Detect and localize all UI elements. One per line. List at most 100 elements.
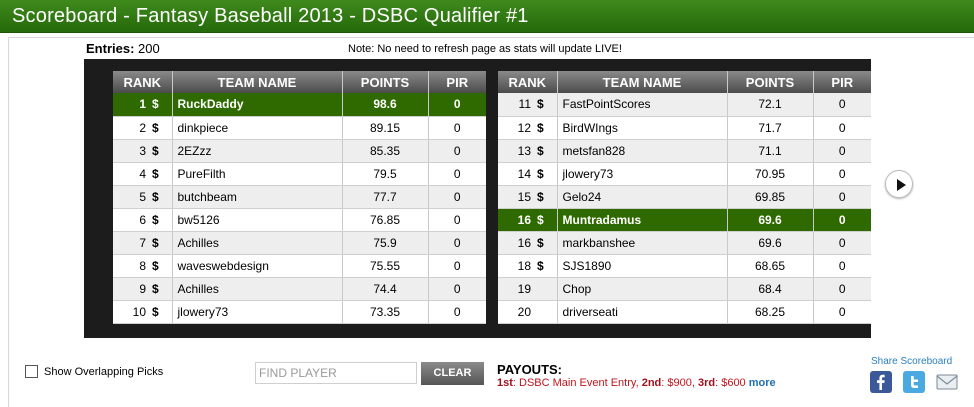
table-row[interactable]: 1 $ RuckDaddy 98.6 0 [113,93,486,117]
table-row[interactable]: 3 $2EZzz 85.35 0 [113,139,486,163]
pir-cell: 0 [813,231,871,255]
team-name-cell[interactable]: BirdWIngs [557,116,728,140]
table-row[interactable]: 20 driverseati 68.25 0 [498,300,871,324]
dollar-icon[interactable]: $ [535,116,558,140]
more-payouts-link[interactable]: more [748,377,776,389]
pir-cell: 0 [813,254,871,278]
team-name-header[interactable]: TEAM NAME [172,71,343,93]
dollar-icon[interactable] [535,300,558,324]
pir-cell: 0 [813,93,871,117]
dollar-icon[interactable]: $ [150,208,173,232]
pir-cell: 0 [428,162,486,186]
rank-cell: 16 [498,208,535,232]
dollar-icon[interactable]: $ [150,300,173,324]
pir-cell: 0 [813,162,871,186]
table-row[interactable]: 15 $ Gelo24 69.85 0 [498,185,871,209]
team-name-cell[interactable]: driverseati [557,300,728,324]
table-row[interactable]: 4 $ PureFilth 79.5 0 [113,162,486,186]
rank-cell: 4 [113,162,150,186]
rank-cell: 1 [113,93,150,117]
points-header[interactable]: POINTS [727,71,814,93]
dollar-icon[interactable]: $ [535,93,558,117]
rank-cell: 19 [498,277,535,301]
rank-header[interactable]: RANK [498,71,558,93]
facebook-icon[interactable] [870,371,892,393]
points-cell: 89.15 [342,116,429,140]
dollar-icon[interactable]: $ [150,254,173,278]
team-name-cell[interactable]: dinkpiece [172,116,343,140]
overlap-checkbox[interactable] [25,365,38,378]
entries-count: Entries: 200 [86,41,160,56]
table-row[interactable]: 7 $ Achilles 75.9 0 [113,231,486,255]
team-name-cell[interactable]: jlowery73 [557,162,728,186]
rank-cell: 2 [113,116,150,140]
table-row[interactable]: 6 $ bw5126 76.85 0 [113,208,486,232]
pir-header[interactable]: PIR [813,71,871,93]
table-row[interactable]: 11 $ FastPointScores 72.1 0 [498,93,871,117]
pir-header[interactable]: PIR [428,71,486,93]
table-row[interactable]: 5 $ butchbeam 77.7 0 [113,185,486,209]
dollar-icon[interactable]: $ [150,162,173,186]
next-page-button[interactable] [885,170,913,198]
email-icon[interactable] [936,371,958,393]
dollar-icon[interactable]: $ [150,116,173,140]
table-row[interactable]: 16 $ markbanshee 69.6 0 [498,231,871,255]
team-name-cell[interactable]: Achilles [172,231,343,255]
team-name-cell[interactable]: Achilles [172,277,343,301]
rank-cell: 5 [113,185,150,209]
dollar-icon[interactable]: $ [150,185,173,209]
table-row[interactable]: 16 $ Muntradamus 69.6 0 [498,208,871,232]
dollar-icon[interactable]: $ [535,231,558,255]
points-cell: 77.7 [342,185,429,209]
dollar-icon[interactable]: $ [535,208,558,232]
table-row[interactable]: 13 $ metsfan828 71.1 0 [498,139,871,163]
points-cell: 72.1 [727,93,814,117]
team-name-cell[interactable]: FastPointScores [557,93,728,117]
dollar-icon[interactable]: $ [535,162,558,186]
points-cell: 98.6 [342,93,429,117]
dollar-icon[interactable]: $ [535,139,558,163]
team-name-header[interactable]: TEAM NAME [557,71,728,93]
team-name-cell[interactable]: Muntradamus [557,208,728,232]
find-player-input[interactable]: FIND PLAYER [255,362,417,384]
points-cell: 85.35 [342,139,429,163]
dollar-icon[interactable]: $ [150,139,173,163]
standings-table-left: RANK TEAM NAME POINTS PIR 1 $ RuckDaddy 98.… [113,71,486,324]
show-overlapping-picks[interactable]: Show Overlapping Picks [25,365,163,378]
team-name-cell[interactable]: markbanshee [557,231,728,255]
table-row[interactable]: 2 $ dinkpiece 89.15 0 [113,116,486,140]
team-name-cell[interactable]: waveswebdesign [172,254,343,278]
dollar-icon[interactable]: $ [535,254,558,278]
table-row[interactable]: 9 $ Achilles 74.4 0 [113,277,486,301]
entries-label: Entries: [86,41,135,56]
team-name-cell[interactable]: RuckDaddy [172,93,343,117]
pir-cell: 0 [813,277,871,301]
twitter-icon[interactable] [903,371,925,393]
team-name-cell[interactable]: jlowery73 [172,300,343,324]
team-name-cell[interactable]: Chop [557,277,728,301]
dollar-icon[interactable]: $ [150,93,173,117]
team-name-cell[interactable]: PureFilth [172,162,343,186]
dollar-icon[interactable] [535,277,558,301]
team-name-cell[interactable]: metsfan828 [557,139,728,163]
clear-button[interactable]: CLEAR [421,362,484,385]
team-name-cell[interactable]: Gelo24 [557,185,728,209]
table-row[interactable]: 14 $ jlowery73 70.95 0 [498,162,871,186]
dollar-icon[interactable]: $ [150,231,173,255]
team-name-cell[interactable]: SJS1890 [557,254,728,278]
table-row[interactable]: 10 $ jlowery73 73.35 0 [113,300,486,324]
team-name-cell[interactable]: bw5126 [172,208,343,232]
table-row[interactable]: 12 $ BirdWIngs 71.7 0 [498,116,871,140]
dollar-icon[interactable]: $ [535,185,558,209]
points-cell: 74.4 [342,277,429,301]
dollar-icon[interactable]: $ [150,277,173,301]
team-name-cell[interactable]: butchbeam [172,185,343,209]
points-cell: 75.55 [342,254,429,278]
rank-header[interactable]: RANK [113,71,173,93]
table-header-row: RANK TEAM NAME POINTS PIR [498,71,871,93]
table-row[interactable]: 8 $ waveswebdesign 75.55 0 [113,254,486,278]
team-name-cell[interactable]: 2EZzz [172,139,343,163]
points-header[interactable]: POINTS [342,71,429,93]
table-row[interactable]: 19 Chop 68.4 0 [498,277,871,301]
table-row[interactable]: 18 $ SJS1890 68.65 0 [498,254,871,278]
